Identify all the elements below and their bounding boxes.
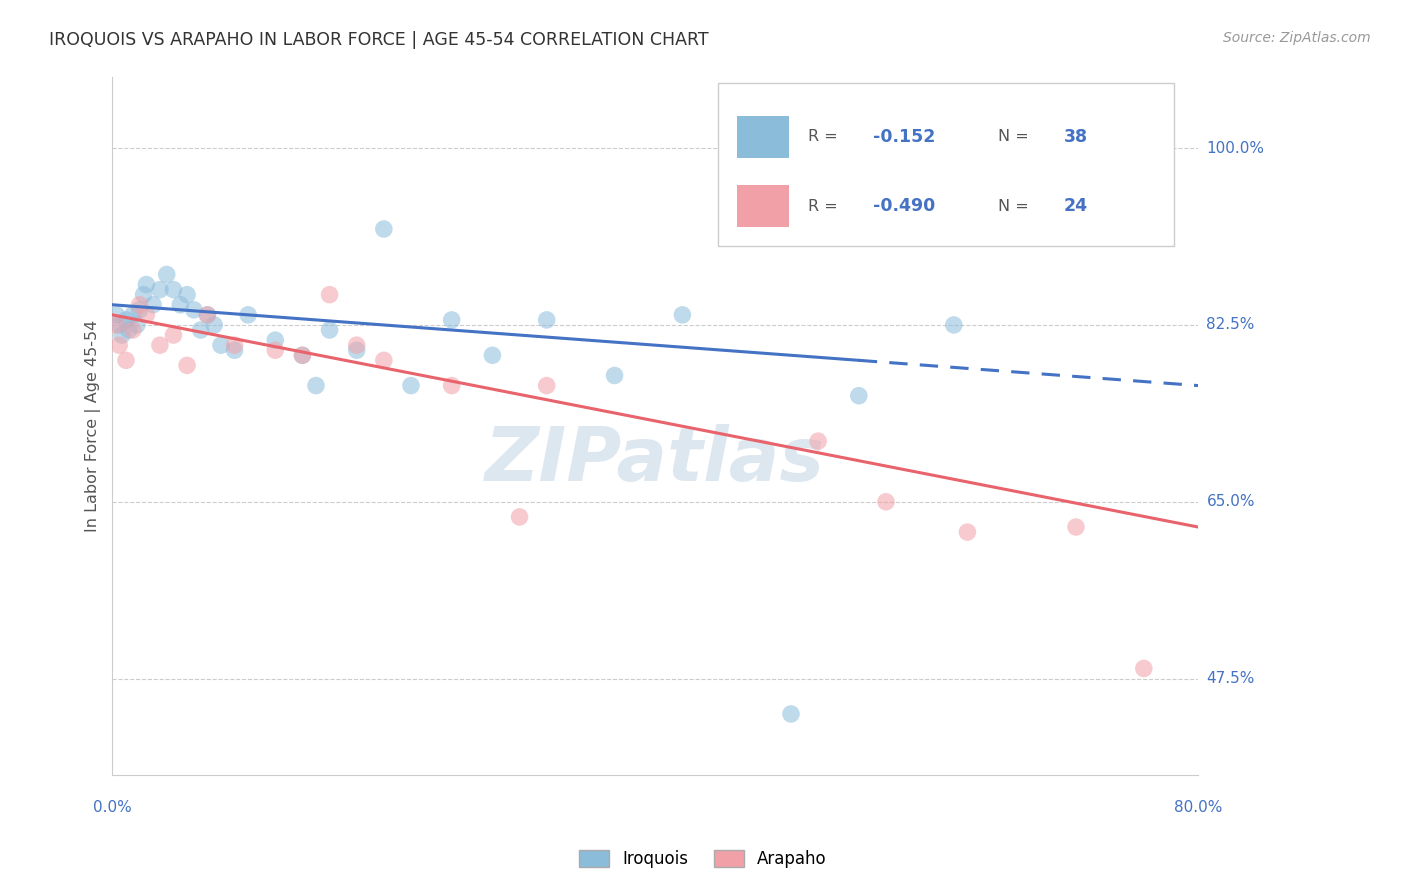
Text: 65.0%: 65.0% bbox=[1206, 494, 1256, 509]
Point bbox=[142, 298, 165, 312]
Point bbox=[346, 343, 368, 358]
Point bbox=[149, 283, 172, 297]
Text: ZIPatlas: ZIPatlas bbox=[485, 425, 825, 498]
Text: 24: 24 bbox=[1063, 197, 1088, 215]
Point bbox=[176, 287, 198, 301]
Point bbox=[105, 308, 128, 322]
Point bbox=[176, 359, 198, 373]
Point bbox=[183, 302, 205, 317]
Point bbox=[481, 348, 503, 362]
Point bbox=[115, 313, 138, 327]
Point bbox=[264, 333, 287, 347]
FancyBboxPatch shape bbox=[737, 116, 789, 158]
Text: IROQUOIS VS ARAPAHO IN LABOR FORCE | AGE 45-54 CORRELATION CHART: IROQUOIS VS ARAPAHO IN LABOR FORCE | AGE… bbox=[49, 31, 709, 49]
Point bbox=[264, 343, 287, 358]
Text: 100.0%: 100.0% bbox=[1206, 141, 1264, 156]
Point bbox=[108, 318, 131, 332]
Point bbox=[780, 706, 803, 721]
Point bbox=[1064, 520, 1087, 534]
Point bbox=[807, 434, 830, 449]
Point bbox=[318, 323, 340, 337]
Point bbox=[236, 308, 259, 322]
Point bbox=[1133, 661, 1156, 675]
Text: 82.5%: 82.5% bbox=[1206, 318, 1254, 333]
Point bbox=[156, 268, 179, 282]
Point bbox=[105, 318, 128, 332]
Point bbox=[224, 338, 246, 352]
Point bbox=[135, 277, 157, 292]
Point bbox=[128, 298, 150, 312]
Text: 38: 38 bbox=[1063, 128, 1088, 145]
Text: -0.490: -0.490 bbox=[873, 197, 936, 215]
Point bbox=[671, 308, 693, 322]
Text: R =: R = bbox=[808, 199, 844, 214]
Point bbox=[509, 510, 531, 524]
Point bbox=[197, 308, 219, 322]
FancyBboxPatch shape bbox=[718, 83, 1174, 246]
Point bbox=[440, 313, 463, 327]
Point bbox=[875, 495, 897, 509]
Point bbox=[115, 353, 138, 368]
Point bbox=[536, 313, 558, 327]
Point bbox=[399, 378, 422, 392]
Text: N =: N = bbox=[998, 199, 1035, 214]
Point bbox=[305, 378, 328, 392]
Text: N =: N = bbox=[998, 129, 1035, 145]
Point bbox=[197, 308, 219, 322]
Point bbox=[190, 323, 212, 337]
Point bbox=[125, 318, 148, 332]
Y-axis label: In Labor Force | Age 45-54: In Labor Force | Age 45-54 bbox=[86, 320, 101, 533]
Point bbox=[440, 378, 463, 392]
Point bbox=[128, 302, 150, 317]
Point bbox=[291, 348, 314, 362]
Point bbox=[209, 338, 232, 352]
Point bbox=[942, 318, 965, 332]
Point bbox=[202, 318, 225, 332]
Text: 0.0%: 0.0% bbox=[93, 799, 132, 814]
Point bbox=[291, 348, 314, 362]
Point bbox=[118, 323, 141, 337]
Point bbox=[135, 308, 157, 322]
Point bbox=[848, 389, 870, 403]
Point bbox=[346, 338, 368, 352]
Point bbox=[162, 283, 184, 297]
Text: R =: R = bbox=[808, 129, 844, 145]
Text: Source: ZipAtlas.com: Source: ZipAtlas.com bbox=[1223, 31, 1371, 45]
Point bbox=[536, 378, 558, 392]
Point bbox=[121, 308, 143, 322]
Point bbox=[132, 287, 155, 301]
Legend: Iroquois, Arapaho: Iroquois, Arapaho bbox=[572, 843, 834, 875]
Point bbox=[603, 368, 626, 383]
Point bbox=[149, 338, 172, 352]
Text: 80.0%: 80.0% bbox=[1174, 799, 1222, 814]
Point bbox=[111, 328, 134, 343]
Point bbox=[169, 298, 191, 312]
Point bbox=[162, 328, 184, 343]
FancyBboxPatch shape bbox=[737, 186, 789, 227]
Text: -0.152: -0.152 bbox=[873, 128, 936, 145]
Text: 47.5%: 47.5% bbox=[1206, 671, 1254, 686]
Point bbox=[108, 338, 131, 352]
Point bbox=[956, 525, 979, 540]
Point bbox=[373, 222, 395, 236]
Point bbox=[224, 343, 246, 358]
Point bbox=[318, 287, 340, 301]
Point bbox=[373, 353, 395, 368]
Point bbox=[121, 323, 143, 337]
